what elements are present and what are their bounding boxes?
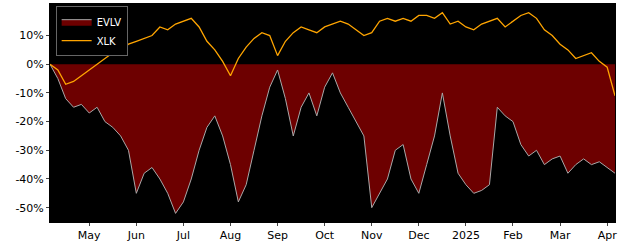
svg-text:-40%: -40% [15,173,43,186]
svg-text:Apr: Apr [598,229,618,242]
svg-text:Feb: Feb [503,229,522,242]
svg-text:Jun: Jun [127,229,145,242]
svg-text:XLK: XLK [97,36,116,47]
svg-text:EVLV: EVLV [97,17,122,28]
svg-text:Oct: Oct [315,229,335,242]
svg-text:10%: 10% [19,29,43,42]
svg-text:Sep: Sep [267,229,288,242]
svg-text:Aug: Aug [220,229,241,242]
svg-text:May: May [78,229,101,242]
svg-text:-20%: -20% [15,115,43,128]
svg-text:Jul: Jul [176,229,190,242]
svg-text:Dec: Dec [408,229,429,242]
svg-text:2025: 2025 [452,229,480,242]
svg-text:-50%: -50% [15,202,43,215]
svg-text:Mar: Mar [550,229,571,242]
svg-text:0%: 0% [26,58,43,71]
svg-text:-30%: -30% [15,144,43,157]
svg-text:Nov: Nov [361,229,383,242]
svg-text:-10%: -10% [15,87,43,100]
